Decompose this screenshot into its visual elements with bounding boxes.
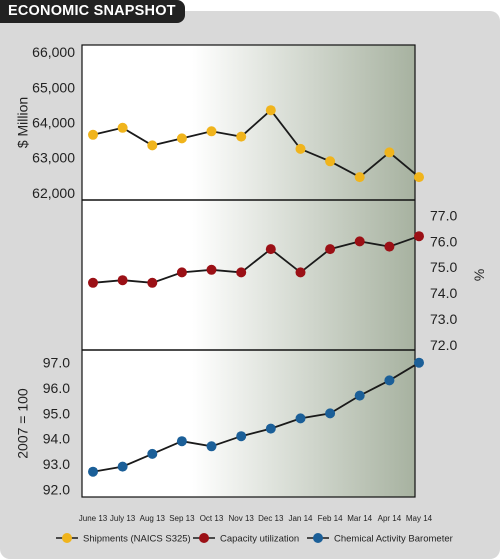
data-point-capacity-7 <box>295 267 306 278</box>
data-point-capacity-0 <box>88 277 98 288</box>
x-tick-label-3: Sep 13 <box>169 514 195 523</box>
data-point-shipments-5 <box>236 131 247 142</box>
axis-label-shipments: $ Million <box>15 97 31 148</box>
data-point-capacity-2 <box>147 277 158 288</box>
series-layer <box>88 105 424 477</box>
data-point-capacity-3 <box>176 267 187 278</box>
data-point-barometer-6 <box>265 423 276 434</box>
tick-label-capacity-1: 73.0 <box>430 311 457 327</box>
data-point-shipments-1 <box>117 122 128 133</box>
tick-label-barometer-5: 97.0 <box>43 355 70 371</box>
data-point-barometer-2 <box>147 448 158 459</box>
tick-label-shipments-2: 64,000 <box>32 115 75 131</box>
data-point-capacity-9 <box>354 236 365 247</box>
x-tick-label-0: June 13 <box>79 514 108 523</box>
legend-marker-0 <box>62 533 72 543</box>
tick-label-shipments-3: 65,000 <box>32 79 75 95</box>
data-point-shipments-9 <box>354 172 365 183</box>
page-title: ECONOMIC SNAPSHOT <box>8 3 176 19</box>
legend: Shipments (NAICS S325) Capacity utilizati… <box>56 533 453 545</box>
x-tick-label-5: Nov 13 <box>229 514 255 523</box>
tick-label-barometer-0: 92.0 <box>43 481 70 497</box>
tick-label-shipments-1: 63,000 <box>32 150 75 166</box>
data-point-capacity-4 <box>206 264 217 275</box>
tick-label-barometer-2: 94.0 <box>43 431 70 447</box>
data-point-capacity-5 <box>236 267 247 278</box>
data-point-barometer-0 <box>88 466 98 477</box>
tick-label-capacity-3: 75.0 <box>430 259 457 275</box>
series-line-shipments <box>92 108 420 179</box>
data-point-shipments-4 <box>206 126 217 137</box>
x-tick-label-7: Jan 14 <box>288 514 313 523</box>
x-tick-label-8: Feb 14 <box>318 514 343 523</box>
data-point-barometer-3 <box>176 436 187 447</box>
data-point-shipments-3 <box>176 133 187 144</box>
data-point-barometer-11 <box>414 357 424 368</box>
title-tab: ECONOMIC SNAPSHOT <box>0 0 185 23</box>
legend-label-1: Capacity utilization <box>220 534 299 545</box>
data-point-capacity-1 <box>117 275 128 286</box>
x-tick-label-11: May 14 <box>406 514 433 523</box>
data-point-barometer-5 <box>236 431 247 442</box>
axis-label-barometer: 2007 = 100 <box>15 388 31 459</box>
legend-marker-1 <box>199 533 209 543</box>
data-point-barometer-1 <box>117 461 128 472</box>
tick-label-capacity-2: 74.0 <box>430 285 457 301</box>
data-point-shipments-2 <box>147 140 158 151</box>
data-point-barometer-9 <box>354 390 365 401</box>
tick-label-capacity-0: 72.0 <box>430 337 457 353</box>
data-point-shipments-0 <box>88 129 98 140</box>
axis-labels: $ Million% 2007 = 100 <box>15 97 488 459</box>
tick-label-capacity-5: 77.0 <box>430 208 457 224</box>
tick-labels: 62,000 63,000 64,000 65,000 66,000 72.0 73.0 74… <box>32 44 457 497</box>
data-point-capacity-8 <box>325 244 336 255</box>
data-point-barometer-10 <box>384 375 395 386</box>
data-point-shipments-6 <box>265 105 276 116</box>
x-tick-label-2: Aug 13 <box>140 514 166 523</box>
x-tick-label-4: Oct 13 <box>200 514 224 523</box>
tick-label-capacity-4: 76.0 <box>430 233 457 249</box>
data-point-shipments-8 <box>325 156 336 167</box>
data-point-barometer-8 <box>325 408 336 419</box>
x-tick-label-9: Mar 14 <box>347 514 372 523</box>
x-tick-labels: June 13 July 13 Aug 13 Sep 13 Oct 13 Nov 13 De… <box>79 514 433 523</box>
series-line-barometer <box>92 361 420 473</box>
tick-label-shipments-4: 66,000 <box>32 44 75 60</box>
data-point-barometer-7 <box>295 413 306 424</box>
tick-label-barometer-3: 95.0 <box>43 405 70 421</box>
data-point-shipments-11 <box>414 172 424 183</box>
legend-label-0: Shipments (NAICS S325) <box>83 534 191 545</box>
tick-label-shipments-0: 62,000 <box>32 185 75 201</box>
tick-label-barometer-4: 96.0 <box>43 380 70 396</box>
data-point-shipments-7 <box>295 143 306 154</box>
data-point-capacity-6 <box>265 244 276 255</box>
x-tick-label-1: July 13 <box>110 514 136 523</box>
x-tick-label-10: Apr 14 <box>378 514 402 523</box>
x-tick-label-6: Dec 13 <box>258 514 284 523</box>
legend-label-2: Chemical Activity Barometer <box>334 534 453 545</box>
axis-label-capacity: % <box>471 269 487 281</box>
data-point-barometer-4 <box>206 441 217 452</box>
data-point-shipments-10 <box>384 147 395 158</box>
plot-area <box>81 44 416 498</box>
tick-label-barometer-1: 93.0 <box>43 456 70 472</box>
legend-marker-2 <box>313 533 323 543</box>
data-point-capacity-11 <box>414 231 424 242</box>
data-point-capacity-10 <box>384 241 395 252</box>
